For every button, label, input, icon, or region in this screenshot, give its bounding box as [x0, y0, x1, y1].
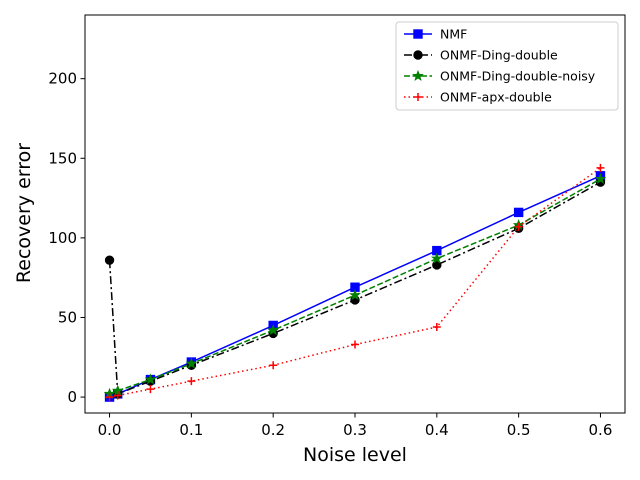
axes: 0.0 0.1 0.2 0.3 0.4 0.5 0.6 0 50 100 150 200 [48, 14, 626, 439]
x-axis-label: Noise level [303, 444, 407, 466]
data-point [187, 377, 196, 386]
y-axis-label: Recovery error [13, 143, 35, 283]
data-point [351, 340, 359, 349]
data-point [349, 289, 361, 301]
data-point [269, 361, 278, 370]
y-tick-label: 100 [48, 229, 77, 247]
data-point [113, 391, 122, 400]
legend-marker [414, 93, 422, 101]
data-point [267, 324, 280, 336]
data-point [430, 252, 443, 264]
x-tick-label: 0.4 [425, 421, 449, 439]
series-1 [104, 171, 606, 402]
data-point [105, 393, 114, 402]
legend-entry: NMF [404, 27, 467, 42]
y-tick-label: 50 [58, 308, 77, 326]
legend-label: ONMF-Ding-double [440, 48, 558, 63]
x-tick-label: 0.3 [343, 421, 367, 439]
data-point [594, 172, 607, 184]
data-point [514, 222, 523, 231]
legend-entry: ONMF-Ding-double-noisy [404, 69, 596, 84]
data-point [146, 385, 155, 394]
y-tick-label: 200 [48, 70, 77, 88]
x-tick-label: 0.0 [98, 421, 122, 439]
legend-marker [412, 69, 424, 81]
data-point [596, 163, 605, 172]
legend-entry: ONMF-Ding-double [404, 48, 558, 63]
legend: NMF ONMF-Ding-double ONMF-Ding-double-nois… [395, 21, 619, 111]
x-tick-label: 0.6 [589, 421, 613, 439]
series-4 [105, 163, 605, 402]
series-line [109, 167, 601, 398]
legend-entry: ONMF-apx-double [404, 90, 552, 105]
legend-marker [413, 50, 423, 60]
x-tick-label: 0.1 [179, 421, 203, 439]
y-tick-label: 150 [48, 149, 77, 167]
series-3 [103, 172, 607, 399]
data-point [185, 357, 198, 369]
legend-label: NMF [440, 27, 467, 42]
x-tick-label: 0.2 [261, 421, 285, 439]
plot-area [103, 163, 607, 402]
data-point [513, 207, 524, 218]
data-point [104, 255, 115, 265]
x-tick-label: 0.5 [507, 421, 531, 439]
data-point [432, 323, 441, 332]
y-tick-label: 0 [67, 388, 77, 406]
data-point [144, 373, 157, 385]
legend-label: ONMF-apx-double [440, 90, 552, 105]
legend-box [395, 21, 619, 111]
legend-marker [413, 29, 423, 39]
legend-label: ONMF-Ding-double-noisy [440, 69, 596, 84]
